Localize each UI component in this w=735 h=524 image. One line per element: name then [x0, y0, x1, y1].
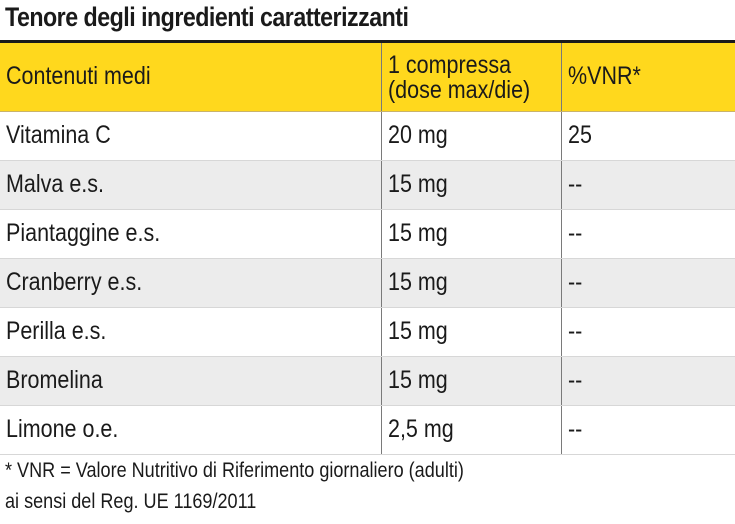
cell-amount: 15 mg [380, 258, 561, 308]
footnote-line2: ai sensi del Reg. UE 1169/2011 [5, 490, 257, 513]
cell-ingredient: Malva e.s. [0, 160, 381, 210]
cell-ingredient: Perilla e.s. [0, 307, 381, 357]
cell-vnr: -- [560, 307, 735, 357]
table-row: Malva e.s. 15 mg -- [0, 160, 735, 210]
cell-amount: 15 mg [380, 160, 561, 210]
cell-vnr: -- [560, 160, 735, 210]
table-row: Perilla e.s. 15 mg -- [0, 307, 735, 357]
cell-ingredient: Limone o.e. [0, 405, 381, 455]
cell-vnr: -- [560, 258, 735, 308]
title-rule [0, 40, 735, 43]
table-row: Limone o.e. 2,5 mg -- [0, 405, 735, 455]
table-row: Vitamina C 20 mg 25 [0, 111, 735, 161]
table-title: Tenore degli ingredienti caratterizzanti [5, 2, 409, 32]
cell-vnr: 25 [560, 111, 735, 161]
cell-amount: 20 mg [380, 111, 561, 161]
table-row: Cranberry e.s. 15 mg -- [0, 258, 735, 308]
cell-amount: 15 mg [380, 356, 561, 406]
footnote-line1: * VNR = Valore Nutritivo di Riferimento … [5, 459, 464, 482]
ingredients-table: Contenuti medi 1 compressa (dose max/die… [0, 43, 735, 455]
header-compressa: 1 compressa (dose max/die) [380, 43, 561, 112]
cell-vnr: -- [560, 356, 735, 406]
cell-amount: 15 mg [380, 209, 561, 259]
table-row: Piantaggine e.s. 15 mg -- [0, 209, 735, 259]
cell-vnr: -- [560, 209, 735, 259]
cell-amount: 2,5 mg [380, 405, 561, 455]
header-contenuti-medi: Contenuti medi [0, 43, 381, 112]
table-header-row: Contenuti medi 1 compressa (dose max/die… [0, 43, 735, 112]
table-row: Bromelina 15 mg -- [0, 356, 735, 406]
header-vnr: %VNR* [560, 43, 735, 112]
header-compressa-line1: 1 compressa [387, 50, 511, 79]
header-compressa-line2: (dose max/die) [387, 75, 530, 104]
cell-ingredient: Piantaggine e.s. [0, 209, 381, 259]
cell-amount: 15 mg [380, 307, 561, 357]
cell-ingredient: Bromelina [0, 356, 381, 406]
footnote: * VNR = Valore Nutritivo di Riferimento … [5, 455, 539, 517]
cell-ingredient: Cranberry e.s. [0, 258, 381, 308]
cell-vnr: -- [560, 405, 735, 455]
cell-ingredient: Vitamina C [0, 111, 381, 161]
